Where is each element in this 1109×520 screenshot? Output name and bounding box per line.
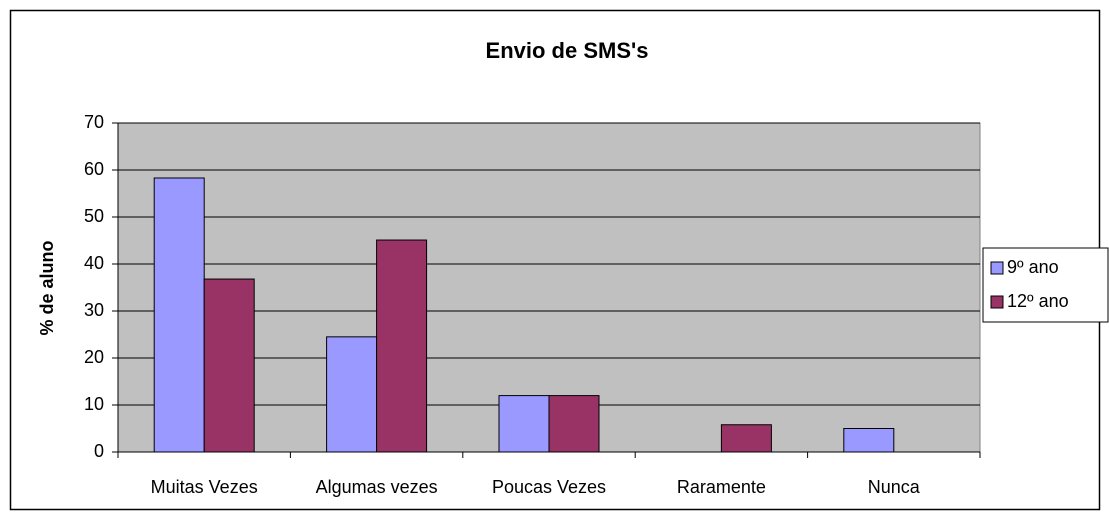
legend-swatch	[990, 295, 1004, 309]
bar	[376, 239, 428, 453]
y-tick-label: 30	[84, 300, 104, 320]
chart-title: Envio de SMS's	[486, 38, 649, 63]
bar	[498, 395, 550, 453]
y-tick-label: 0	[94, 441, 104, 461]
legend-box	[982, 247, 1109, 323]
x-tick-label: Muitas Vezes	[151, 477, 258, 497]
x-tick-label: Nunca	[868, 477, 921, 497]
y-axis-label: % de aluno	[37, 240, 57, 335]
bar	[548, 395, 600, 453]
bar	[843, 428, 895, 453]
bar	[203, 278, 255, 453]
bar	[720, 424, 772, 453]
legend-swatch	[990, 261, 1004, 275]
y-tick-label: 50	[84, 206, 104, 226]
x-tick-label: Algumas vezes	[316, 477, 438, 497]
x-tick-label: Poucas Vezes	[492, 477, 606, 497]
y-tick-label: 20	[84, 347, 104, 367]
x-tick-label: Raramente	[677, 477, 766, 497]
y-tick-label: 60	[84, 159, 104, 179]
bar	[153, 177, 205, 453]
legend-label: 12º ano	[1007, 291, 1069, 311]
y-tick-label: 10	[84, 394, 104, 414]
bar	[326, 336, 378, 453]
y-tick-label: 40	[84, 253, 104, 273]
legend-label: 9º ano	[1007, 257, 1059, 277]
y-tick-label: 70	[84, 112, 104, 132]
